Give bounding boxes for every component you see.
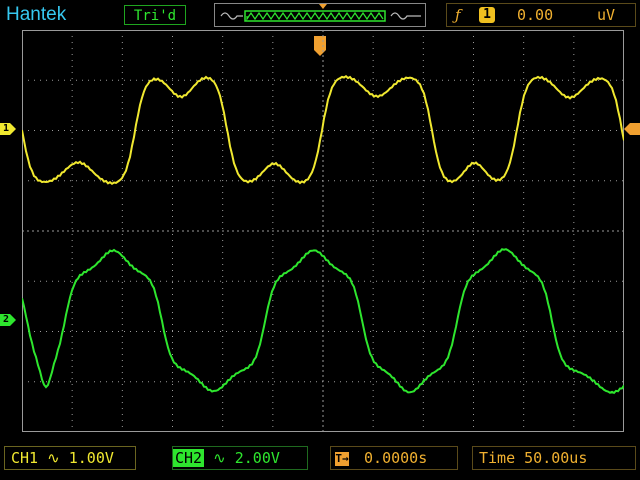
memory-overview-graphic (220, 4, 421, 22)
trigger-level-value: 0.00 (517, 6, 554, 24)
trigger-level-marker-icon (624, 123, 640, 135)
ch2-marker-label: 2 (2, 314, 10, 325)
ch1-marker-label: 1 (2, 123, 10, 134)
timebase-value: 50.00us (524, 449, 588, 467)
trigger-position-value: 0.0000s (364, 449, 428, 467)
brand-logo: Hantek (6, 4, 67, 25)
waveform-display[interactable] (21, 30, 625, 432)
ch1-coupling-icon: ∿ (47, 449, 60, 467)
timebase-label: Time (479, 449, 516, 467)
ch1-waveform (21, 74, 625, 186)
memory-overview-bar[interactable] (214, 3, 426, 27)
trigger-position-icon: T→ (335, 451, 349, 466)
bottom-status-bar: CH1 ∿ 1.00V CH2 ∿ 2.00V T→ 0.0000s Time … (0, 442, 640, 480)
timebase-readout[interactable]: Time 50.00us (472, 446, 636, 470)
ch2-label: CH2 (173, 449, 205, 467)
top-status-bar: Hantek Tri'd ƒ 1 0.00 uV (0, 0, 640, 30)
ch1-scale-readout[interactable]: CH1 ∿ 1.00V (4, 446, 136, 470)
trigger-readout[interactable]: ƒ 1 0.00 uV (446, 3, 636, 27)
overview-trigger-marker-icon (319, 4, 327, 9)
trigger-status-badge[interactable]: Tri'd (124, 5, 186, 25)
ch1-label: CH1 (11, 449, 39, 467)
ch2-scale-value: 2.00V (234, 449, 280, 467)
waveform-graticule (21, 30, 625, 432)
trigger-level-unit: uV (597, 6, 616, 24)
ch1-scale-value: 1.00V (68, 449, 114, 467)
ch2-waveform (21, 248, 625, 395)
trigger-source-badge: 1 (479, 7, 495, 23)
trigger-position-readout[interactable]: T→ 0.0000s (330, 446, 458, 470)
trigger-edge-icon: ƒ (455, 6, 461, 24)
ch2-coupling-icon: ∿ (213, 449, 226, 467)
ch2-scale-readout[interactable]: CH2 ∿ 2.00V (172, 446, 308, 470)
